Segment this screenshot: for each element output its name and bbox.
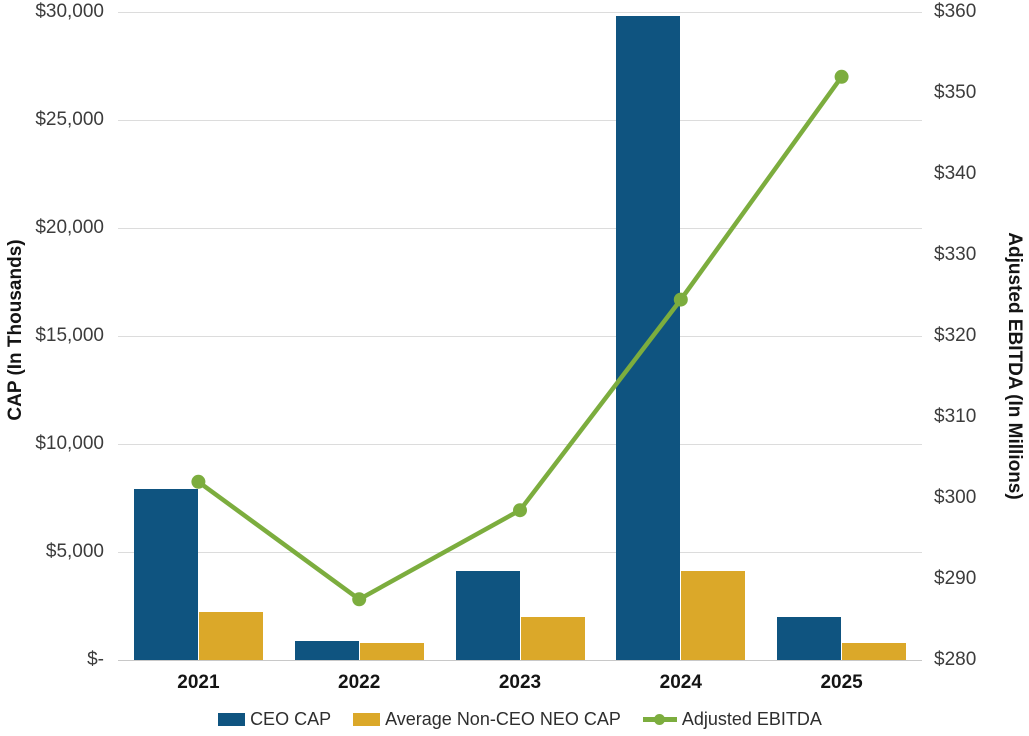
left-axis-tick-label: $15,000: [35, 325, 104, 346]
right-axis-tick-label: $310: [934, 406, 977, 427]
bar-average-non-ceo-neo-cap-2021: [198, 612, 263, 660]
right-axis-title: Adjusted EBITDA (In Millions): [1004, 232, 1025, 500]
right-axis-tick-label: $350: [934, 82, 977, 103]
bar-ceo-cap-2025: [777, 616, 842, 660]
left-axis-tick-label: $-: [87, 649, 104, 670]
x-axis-tick-label: 2024: [659, 672, 702, 693]
data-point-2025: [834, 69, 849, 84]
legend-label-avg-non-ceo-neo-cap: Average Non-CEO NEO CAP: [385, 708, 621, 729]
right-axis-tick-label: $290: [934, 568, 977, 589]
bar-average-non-ceo-neo-cap-2024: [681, 571, 746, 660]
left-axis-tick-label: $5,000: [45, 541, 104, 562]
bar-ceo-cap-2022: [294, 640, 359, 660]
data-point-2024: [673, 292, 688, 307]
left-axis-tick-label: $25,000: [35, 109, 104, 130]
data-point-2023: [513, 503, 527, 518]
legend-item-avg-non-ceo-neo-cap: Average Non-CEO NEO CAP: [353, 709, 621, 730]
right-axis-tick-label: $360: [934, 1, 977, 22]
left-axis-tick-label: $20,000: [35, 217, 104, 238]
ceo-cap-swatch-icon: [218, 712, 246, 726]
legend-item-adjusted-ebitda: Adjusted EBITDA: [642, 708, 822, 730]
avg-non-ceo-neo-cap-swatch-icon: [353, 712, 381, 726]
bar-average-non-ceo-neo-cap-2022: [359, 642, 424, 660]
line-adjusted-ebitda: [191, 69, 849, 607]
data-point-2022: [352, 592, 367, 607]
right-axis-tick-label: $340: [934, 163, 977, 184]
bar-ceo-cap-2024: [616, 16, 681, 660]
bar-average-non-ceo-neo-cap-2025: [842, 642, 907, 660]
bar-ceo-cap-2023: [455, 571, 520, 660]
adjusted-ebitda-line-marker-icon: [642, 713, 677, 726]
right-axis-tick-label: $300: [934, 487, 977, 508]
legend: CEO CAP Average Non-CEO NEO CAP Adjusted…: [118, 705, 922, 733]
x-axis-tick-label: 2023: [498, 672, 542, 693]
gridline: [118, 11, 922, 13]
gridline: [118, 335, 922, 337]
gridline: [118, 227, 922, 229]
gridline: [118, 551, 922, 553]
bar-ceo-cap-2021: [133, 489, 198, 660]
gridline: [118, 119, 922, 121]
x-axis-tick-label: 2021: [177, 672, 220, 693]
x-axis-tick-label: 2025: [820, 672, 863, 693]
left-axis-tick-label: $30,000: [35, 1, 104, 22]
data-point-2021: [191, 474, 206, 489]
x-axis-line: [118, 659, 922, 661]
bar-average-non-ceo-neo-cap-2023: [520, 616, 585, 660]
left-axis-tick-label: $10,000: [35, 433, 104, 454]
legend-label-ceo-cap: CEO CAP: [250, 708, 332, 729]
right-axis-tick-label: $320: [934, 325, 977, 346]
legend-label-adjusted-ebitda: Adjusted EBITDA: [681, 708, 822, 729]
x-axis-tick-label: 2022: [338, 672, 381, 693]
gridline: [118, 443, 922, 445]
legend-item-ceo-cap: CEO CAP: [218, 709, 331, 730]
right-axis-tick-label: $280: [934, 649, 977, 670]
plot-area: [118, 11, 922, 661]
right-axis-tick-label: $330: [934, 244, 977, 265]
